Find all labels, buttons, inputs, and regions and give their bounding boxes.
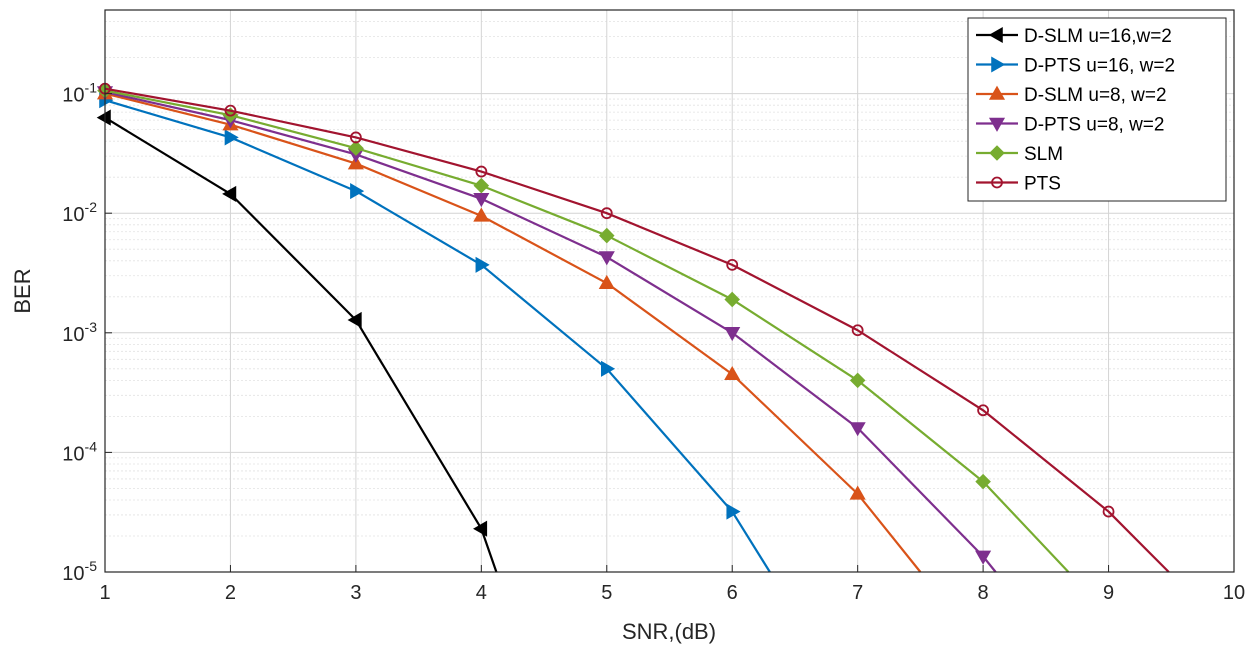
data-point: [975, 473, 991, 490]
y-tick-label: 10-1: [62, 80, 97, 107]
series-3: [96, 86, 997, 573]
y-tick-label: 10-3: [62, 319, 97, 346]
legend-marker: [991, 56, 1006, 73]
data-point: [473, 207, 490, 222]
data-point: [473, 193, 490, 208]
data-point: [1102, 505, 1115, 518]
data-point: [350, 183, 365, 200]
x-axis-label: SNR,(dB): [622, 619, 716, 644]
data-point: [475, 165, 488, 178]
data-point: [347, 311, 362, 329]
x-tick-label: 9: [1103, 582, 1114, 604]
y-tick-label: 10-5: [62, 558, 97, 585]
data-point: [724, 327, 741, 342]
x-tick-label: 1: [99, 582, 110, 604]
series-0: [96, 109, 498, 573]
legend-label: PTS: [1024, 174, 1061, 195]
data-point: [726, 258, 739, 271]
legend-marker: [988, 85, 1006, 100]
data-point: [851, 324, 864, 337]
series-layer: [96, 82, 1170, 573]
x-tick-label: 6: [727, 582, 738, 604]
data-point: [724, 291, 740, 308]
legend-marker: [989, 145, 1005, 161]
data-point: [473, 177, 490, 194]
data-point: [598, 251, 615, 266]
x-tick-label: 10: [1223, 582, 1245, 604]
data-point: [599, 227, 615, 244]
legend-marker: [988, 26, 1003, 44]
data-point: [222, 185, 237, 202]
data-point: [600, 207, 613, 220]
data-point: [475, 256, 490, 273]
plot-frame: [104, 9, 1235, 573]
x-tick-label: 4: [476, 582, 487, 604]
data-point: [849, 422, 866, 437]
y-tick-label: 10-2: [62, 199, 97, 226]
data-point: [347, 155, 364, 170]
data-point: [724, 365, 741, 381]
data-point: [348, 140, 364, 156]
legend-label: SLM: [1024, 144, 1063, 165]
x-tick-label: 3: [350, 582, 361, 604]
data-point: [975, 550, 992, 565]
legend: D-SLM u=16,w=2 D-PTS u=16, w=2 D-SLM u=8, …: [967, 17, 1227, 202]
legend-label: D-SLM u=8, w=2: [1024, 85, 1167, 106]
legend-label: D-SLM u=16,w=2: [1024, 26, 1172, 47]
x-tick-label: 2: [225, 582, 236, 604]
data-point: [977, 404, 990, 417]
series-line: [104, 92, 922, 573]
legend-marker: [988, 117, 1006, 132]
legend-marker: [991, 176, 1003, 189]
series-4: [97, 82, 1070, 573]
data-point: [473, 520, 488, 537]
data-point: [349, 131, 362, 144]
data-point: [726, 503, 741, 520]
legend-label: D-PTS u=8, w=2: [1024, 115, 1164, 136]
data-point: [849, 372, 866, 389]
series-line: [104, 87, 1170, 573]
y-axis-label: BER: [10, 268, 35, 313]
legend-box: [967, 17, 1227, 202]
ticks-layer: 1 2 3 4 5 6 7 8 9 10 10-5 10-4 10-3 10-2 10-1: [62, 80, 1245, 604]
legend-label: D-PTS u=16, w=2: [1024, 56, 1175, 77]
series-5: [99, 82, 1170, 573]
x-tick-label: 5: [601, 582, 612, 604]
data-point: [849, 485, 866, 500]
y-tick-label: 10-4: [62, 438, 97, 465]
data-point: [224, 104, 237, 117]
x-tick-label: 8: [978, 582, 989, 604]
data-point: [96, 109, 111, 126]
data-point: [224, 129, 239, 146]
data-point: [598, 274, 615, 289]
x-tick-label: 7: [852, 582, 863, 604]
data-point: [601, 360, 616, 377]
